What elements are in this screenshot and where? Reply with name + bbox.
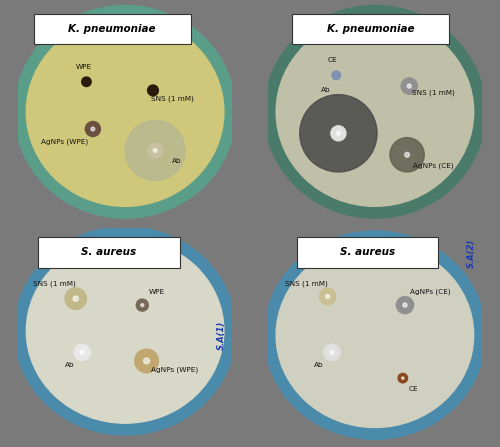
Circle shape [390, 138, 424, 172]
Text: SNS (1 mM): SNS (1 mM) [285, 280, 328, 287]
Circle shape [91, 127, 95, 131]
Text: SNS (1 mM): SNS (1 mM) [151, 96, 194, 102]
Ellipse shape [264, 5, 486, 218]
Circle shape [154, 148, 157, 152]
Ellipse shape [276, 243, 473, 427]
Ellipse shape [26, 239, 224, 423]
Text: CE: CE [408, 386, 418, 392]
Ellipse shape [26, 17, 224, 207]
Circle shape [80, 350, 84, 354]
Text: S. aureus: S. aureus [82, 248, 136, 257]
Circle shape [86, 122, 100, 136]
Ellipse shape [276, 17, 473, 207]
Ellipse shape [278, 20, 471, 204]
Circle shape [300, 95, 377, 172]
Ellipse shape [28, 240, 222, 421]
Circle shape [141, 304, 144, 307]
Ellipse shape [264, 231, 486, 439]
Circle shape [82, 77, 91, 87]
FancyBboxPatch shape [296, 237, 438, 267]
Text: Ab: Ab [64, 362, 74, 368]
Ellipse shape [14, 5, 235, 218]
Circle shape [332, 71, 340, 80]
Text: S. aureus: S. aureus [340, 248, 395, 257]
Circle shape [326, 295, 330, 299]
Text: SNS (1 mM): SNS (1 mM) [412, 89, 455, 96]
Circle shape [144, 358, 150, 364]
Circle shape [74, 344, 90, 360]
Circle shape [398, 373, 407, 383]
Text: CE: CE [327, 57, 337, 63]
FancyBboxPatch shape [292, 14, 449, 44]
Circle shape [402, 377, 404, 380]
Circle shape [73, 296, 78, 301]
Circle shape [331, 126, 346, 141]
Circle shape [330, 350, 334, 354]
Text: AgNPs (WPE): AgNPs (WPE) [42, 139, 88, 145]
Ellipse shape [14, 227, 235, 435]
Circle shape [401, 78, 417, 94]
Ellipse shape [28, 20, 222, 204]
Text: K. pneumoniae: K. pneumoniae [68, 24, 156, 34]
Circle shape [396, 296, 413, 314]
Circle shape [336, 131, 340, 135]
Text: AgNPs (CE): AgNPs (CE) [410, 289, 451, 295]
Circle shape [125, 120, 185, 181]
Circle shape [320, 288, 336, 305]
Ellipse shape [278, 245, 471, 426]
Text: Ab: Ab [172, 158, 182, 164]
Circle shape [136, 299, 148, 311]
Circle shape [135, 349, 158, 373]
FancyBboxPatch shape [34, 14, 190, 44]
Text: SNS (1 mM): SNS (1 mM) [33, 280, 76, 287]
FancyBboxPatch shape [38, 237, 180, 267]
Circle shape [148, 85, 158, 96]
Circle shape [403, 303, 407, 307]
Text: AgNPs (CE): AgNPs (CE) [412, 162, 453, 169]
Text: AgNPs (WPE): AgNPs (WPE) [151, 366, 198, 373]
Text: WPE: WPE [76, 64, 92, 70]
Text: Ab: Ab [314, 362, 324, 368]
Circle shape [407, 84, 412, 88]
Circle shape [148, 143, 162, 158]
Text: WPE: WPE [149, 289, 166, 295]
Text: Ab: Ab [320, 87, 330, 93]
Text: S.A(2): S.A(2) [467, 239, 476, 268]
Text: K. pneumoniae: K. pneumoniae [327, 24, 414, 34]
Circle shape [65, 288, 86, 309]
Circle shape [398, 145, 417, 164]
Circle shape [324, 344, 340, 360]
Circle shape [404, 152, 409, 157]
Text: S.A(1): S.A(1) [217, 320, 226, 350]
